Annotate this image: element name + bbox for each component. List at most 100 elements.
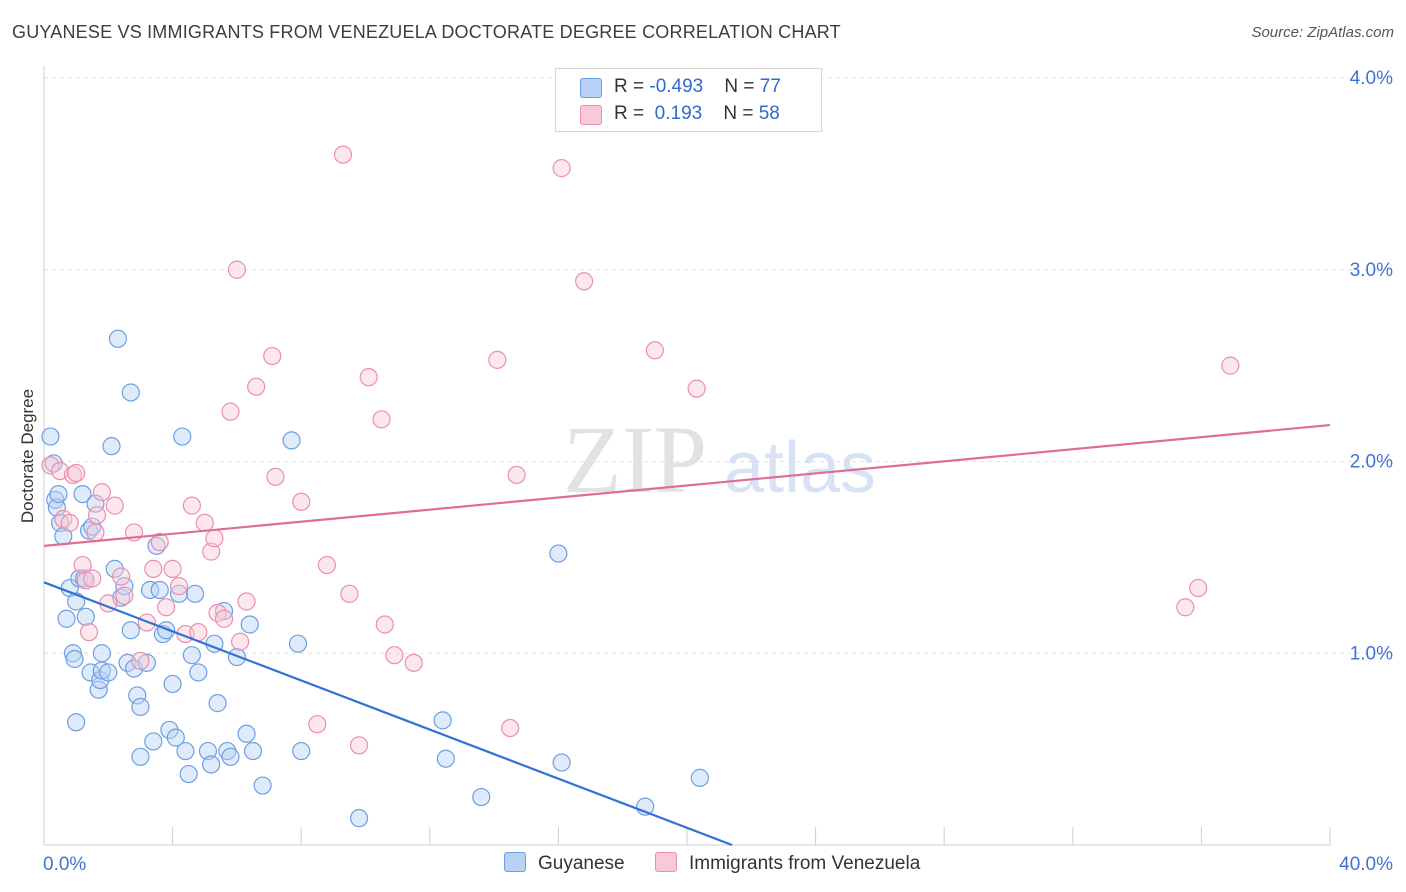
venezuela-point [182,496,201,515]
venezuela-point [157,598,176,617]
venezuela-point [205,529,224,548]
guyanese-point [157,621,176,640]
guyanese-point [128,686,147,705]
venezuela-point [105,496,124,515]
guyanese-point [198,741,218,761]
guyanese-point [121,383,140,402]
guyanese-point [182,646,201,665]
venezuela-point [385,646,404,665]
bottom-legend-label: Immigrants from Venezuela [689,853,921,874]
guyanese-point [150,580,169,600]
guyanese-point [131,697,150,717]
venezuela-point [247,377,266,396]
venezuela-point [645,341,664,360]
guyanese-point [202,755,221,774]
venezuela-point [92,483,111,502]
venezuela-point [79,623,99,642]
venezuela-point [41,456,60,475]
guyanese-point [253,776,272,795]
guyanese-point [57,609,76,628]
venezuela-point [115,586,134,605]
venezuela-point [349,736,369,755]
guyanese-point [144,732,163,751]
guyanese-point [349,809,369,828]
venezuela-point [144,559,163,578]
venezuela-point [375,615,394,634]
venezuela-point [333,145,353,164]
guyanese-point [240,615,259,634]
guyanese-point [218,741,237,761]
guyanese-point [292,741,311,761]
venezuela-point [266,467,285,486]
guyanese-point [472,787,491,807]
venezuela-point [292,492,311,511]
venezuela-point [340,584,359,603]
venezuela-point [227,260,246,279]
guyanese-point [690,768,709,787]
legend-r-value: -0.493 [649,76,704,97]
x-tick-label-max: 40.0% [1339,854,1393,875]
venezuela-point [687,379,706,398]
legend-n-label: N = [724,76,760,97]
y-tick-label: 3.0% [1350,260,1393,281]
guyanese-point [282,431,301,450]
y-tick-label: 4.0% [1350,68,1393,89]
guyanese-point [433,711,452,730]
guyanese-point [92,644,111,663]
venezuela-point [501,718,520,738]
guyanese-point [140,580,160,600]
venezuela-point [169,577,189,596]
y-axis-label: Doctorate Degree [18,389,37,523]
venezuela-point [131,651,150,671]
y-tick-label: 2.0% [1350,452,1393,473]
axes [43,66,1331,846]
guyanese-point [102,437,121,456]
guyanese-point [46,490,65,509]
guyanese-point [65,649,84,669]
guyanese-point [86,494,105,513]
venezuela-trend-line [43,423,1331,547]
guyanese-point [81,663,100,682]
trend-lines [43,423,1331,847]
bottom-legend-swatch-blue [504,852,526,872]
guyanese-point [121,621,140,640]
guyanese-point [49,484,68,504]
guyanese-point [108,329,128,348]
source-note: Source: ZipAtlas.com [1251,24,1394,41]
venezuela-point [507,465,526,485]
y-tick-label: 1.0% [1350,643,1393,664]
guyanese-point [166,728,185,747]
venezuela-point [60,513,79,532]
bottom-legend-swatch-pink [655,852,677,872]
venezuela-point [150,532,169,552]
legend-r-value: 0.193 [649,103,703,124]
venezuela-point [202,542,221,561]
legend-swatch-pink [580,105,602,125]
guyanese-point [76,607,95,626]
guyanese-point [552,753,571,772]
legend-swatch-blue [580,78,602,98]
guyanese-point [169,584,189,603]
tick-labels: 1.0% 2.0% 3.0% 4.0% 0.0% 40.0% [43,68,1393,875]
guyanese-point [67,713,86,732]
venezuela-point [76,571,95,590]
venezuela-point [263,346,282,366]
guyanese-point [237,724,256,743]
guyanese-point [288,634,308,653]
x-tick-label-min: 0.0% [43,854,86,875]
venezuela-point [67,463,86,483]
guyanese-point [115,577,134,596]
watermark-atlas: atlas [724,428,876,508]
legend-r-label: R = [614,103,650,124]
venezuela-point [86,523,105,542]
venezuela-point [214,609,234,628]
venezuela-point [221,402,240,421]
venezuela-point [73,555,92,575]
venezuela-point [112,567,131,586]
guyanese-point [243,741,263,761]
venezuela-point [317,555,337,575]
guyanese-point [214,601,234,621]
venezuela-point [1176,598,1195,617]
watermark-zip: ZIP [563,406,707,513]
